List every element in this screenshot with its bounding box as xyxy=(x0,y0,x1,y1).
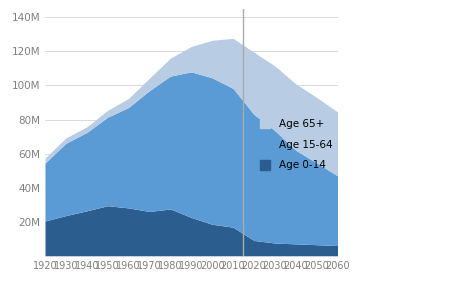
Legend: Age 65+, Age 15-64, Age 0-14: Age 65+, Age 15-64, Age 0-14 xyxy=(260,119,332,171)
